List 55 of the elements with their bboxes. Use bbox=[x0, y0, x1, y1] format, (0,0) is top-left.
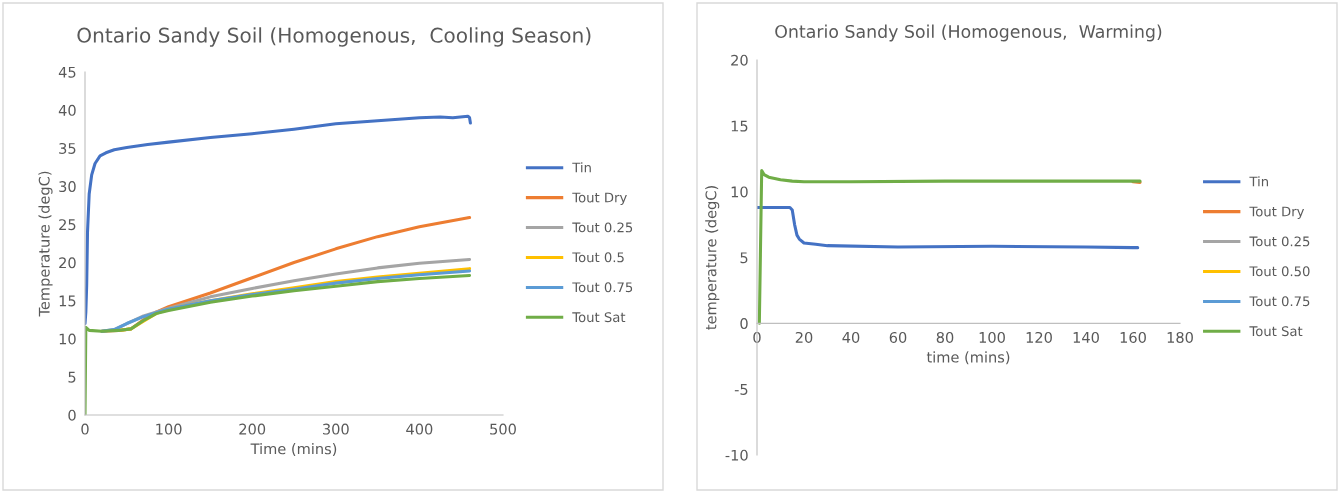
x-tick-label: 400 bbox=[406, 423, 433, 435]
y-tick-label: 35 bbox=[59, 142, 76, 154]
x-axis-title: time (mins) bbox=[926, 351, 1010, 365]
x-tick-label: 300 bbox=[322, 423, 349, 435]
legend-label: Tout Sat bbox=[572, 312, 626, 323]
y-tick-label: 15 bbox=[731, 120, 748, 132]
y-tick-label: 45 bbox=[58, 66, 76, 78]
legend-label: Tin bbox=[1249, 176, 1268, 187]
y-tick-label: -10 bbox=[725, 449, 748, 461]
chart-title: Ontario Sandy Soil (Homogenous, Warming) bbox=[775, 24, 1162, 42]
y-tick-label: 0 bbox=[740, 318, 748, 330]
x-tick-label: 120 bbox=[1026, 331, 1052, 343]
y-tick-label: 25 bbox=[59, 219, 76, 231]
line-series bbox=[85, 273, 472, 415]
chart-title: Ontario Sandy Soil (Homogenous, Cooling Season) bbox=[77, 27, 591, 47]
y-axis-title: Temperature (degC) bbox=[38, 171, 53, 317]
x-tick-label: 140 bbox=[1073, 331, 1099, 343]
y-tick-label: 20 bbox=[731, 54, 748, 66]
legend-label: Tout Dry bbox=[1249, 206, 1305, 219]
x-tick-label: 0 bbox=[81, 423, 89, 435]
x-tick-label: 80 bbox=[936, 331, 954, 343]
y-tick-label: -5 bbox=[734, 384, 748, 395]
x-tick-label: 60 bbox=[889, 331, 907, 343]
y-tick-label: 10 bbox=[731, 186, 748, 198]
x-tick-label: 200 bbox=[239, 423, 266, 435]
line-series bbox=[757, 205, 1140, 250]
legend-label: Tin bbox=[572, 162, 591, 173]
legend-label: Tout 0.25 bbox=[1249, 236, 1310, 247]
legend-label: Tout 0.75 bbox=[1249, 296, 1310, 307]
x-tick-label: 160 bbox=[1120, 331, 1146, 343]
line-series bbox=[85, 114, 472, 326]
legend-label: Tout 0.5 bbox=[572, 252, 624, 263]
y-axis-title: temperature (degC) bbox=[705, 186, 720, 330]
y-tick-label: 20 bbox=[59, 257, 76, 269]
x-tick-label: 500 bbox=[490, 423, 516, 435]
legend-label: Tout 0.25 bbox=[572, 222, 633, 233]
x-axis-title: Time (mins) bbox=[250, 443, 337, 457]
legend-label: Tout Sat bbox=[1249, 326, 1303, 337]
x-tick-label: 20 bbox=[795, 331, 813, 343]
legend-label: Tout 0.50 bbox=[1249, 266, 1310, 277]
y-tick-label: 10 bbox=[59, 333, 76, 345]
y-tick-label: 30 bbox=[59, 181, 76, 193]
y-tick-label: 5 bbox=[68, 371, 76, 383]
line-series bbox=[757, 169, 1142, 325]
legend-label: Tout 0.75 bbox=[572, 282, 633, 293]
legend-label: Tout Dry bbox=[572, 192, 627, 205]
x-tick-label: 180 bbox=[1167, 331, 1193, 343]
y-tick-label: 0 bbox=[68, 409, 76, 421]
x-tick-label: 40 bbox=[842, 331, 860, 343]
y-tick-label: 40 bbox=[58, 104, 76, 116]
y-tick-label: 5 bbox=[740, 252, 748, 264]
x-tick-label: 0 bbox=[753, 331, 761, 343]
x-tick-label: 100 bbox=[979, 331, 1005, 343]
y-tick-label: 15 bbox=[59, 295, 76, 307]
x-tick-label: 100 bbox=[156, 423, 182, 435]
